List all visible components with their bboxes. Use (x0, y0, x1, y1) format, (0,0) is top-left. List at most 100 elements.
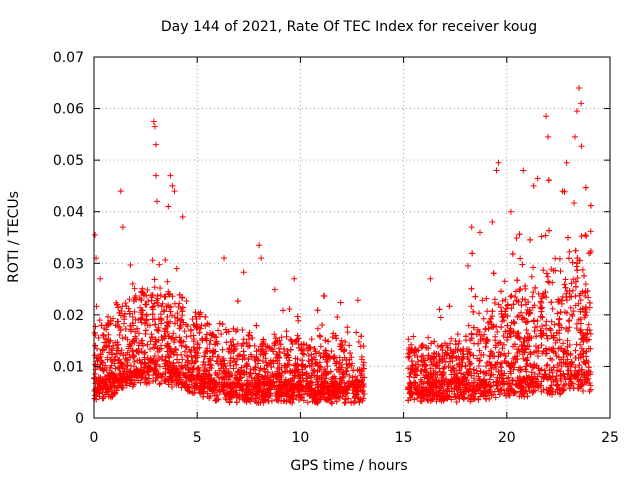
data-point (288, 337, 295, 344)
data-point (447, 340, 454, 347)
data-point (450, 365, 457, 372)
data-point (470, 352, 477, 359)
data-point (523, 388, 530, 395)
data-point (425, 397, 432, 404)
data-point (169, 334, 176, 341)
data-point (246, 389, 253, 396)
data-point (170, 362, 177, 369)
data-point (431, 338, 438, 345)
data-point (119, 375, 126, 382)
data-point (482, 326, 489, 333)
data-point (433, 398, 440, 405)
data-point (305, 382, 312, 389)
data-point (326, 394, 333, 401)
data-point (516, 287, 523, 294)
data-point (267, 380, 274, 387)
data-point (426, 384, 433, 391)
data-point (330, 354, 337, 361)
data-point (467, 351, 474, 358)
data-point (451, 394, 458, 401)
data-point (218, 331, 225, 338)
data-point (230, 388, 237, 395)
data-point (93, 303, 100, 310)
data-point (143, 301, 150, 308)
data-point (122, 378, 129, 385)
data-point (164, 340, 171, 347)
data-point (253, 348, 260, 355)
data-point (500, 332, 507, 339)
data-point (246, 342, 253, 349)
data-point (97, 275, 104, 282)
data-point (122, 325, 129, 332)
data-point (261, 382, 268, 389)
data-point (143, 317, 150, 324)
data-point (585, 364, 592, 371)
data-point (329, 400, 336, 407)
data-point (151, 353, 158, 360)
data-point (111, 382, 118, 389)
data-point (283, 328, 290, 335)
data-point (116, 356, 123, 363)
data-point (550, 345, 557, 352)
y-tick-label: 0.04 (53, 205, 84, 221)
data-point (193, 316, 200, 323)
data-point (209, 353, 216, 360)
data-point (256, 242, 263, 249)
data-point (421, 367, 428, 374)
data-point (324, 363, 331, 370)
data-point (129, 348, 136, 355)
data-point (233, 375, 240, 382)
data-point (436, 353, 443, 360)
data-point (205, 359, 212, 366)
data-point (519, 261, 526, 268)
data-point (162, 370, 169, 377)
y-tick-label: 0 (75, 411, 84, 427)
data-point (488, 362, 495, 369)
data-point (578, 383, 585, 390)
data-point (507, 330, 514, 337)
data-point (308, 351, 315, 358)
data-point (142, 379, 149, 386)
data-point (203, 331, 210, 338)
data-point (276, 345, 283, 352)
data-point (195, 372, 202, 379)
data-point (340, 370, 347, 377)
data-point (530, 364, 537, 371)
data-point (586, 299, 593, 306)
data-point (320, 380, 327, 387)
data-point (112, 322, 119, 329)
data-point (323, 385, 330, 392)
data-point (202, 313, 209, 320)
x-tick-label: 20 (498, 430, 516, 446)
data-point (468, 285, 475, 292)
data-point (217, 358, 224, 365)
data-point (144, 341, 151, 348)
data-point (201, 353, 208, 360)
data-point (271, 342, 278, 349)
data-point (495, 159, 502, 166)
data-point (205, 373, 212, 380)
data-point (198, 373, 205, 380)
data-point (189, 374, 196, 381)
data-point (274, 352, 281, 359)
data-point (139, 311, 146, 318)
y-tick-label: 0.07 (53, 50, 84, 66)
data-point (170, 330, 177, 337)
data-point (522, 356, 529, 363)
data-point (470, 366, 477, 373)
data-point (522, 283, 529, 290)
data-point (537, 327, 544, 334)
data-point (126, 296, 133, 303)
data-point (181, 328, 188, 335)
data-point (468, 396, 475, 403)
data-point (487, 388, 494, 395)
data-point (519, 346, 526, 353)
data-point (566, 288, 573, 295)
data-point (195, 310, 202, 317)
data-point (585, 294, 592, 301)
data-point (252, 370, 259, 377)
data-point (113, 387, 120, 394)
data-point (284, 348, 291, 355)
data-point (557, 268, 564, 275)
